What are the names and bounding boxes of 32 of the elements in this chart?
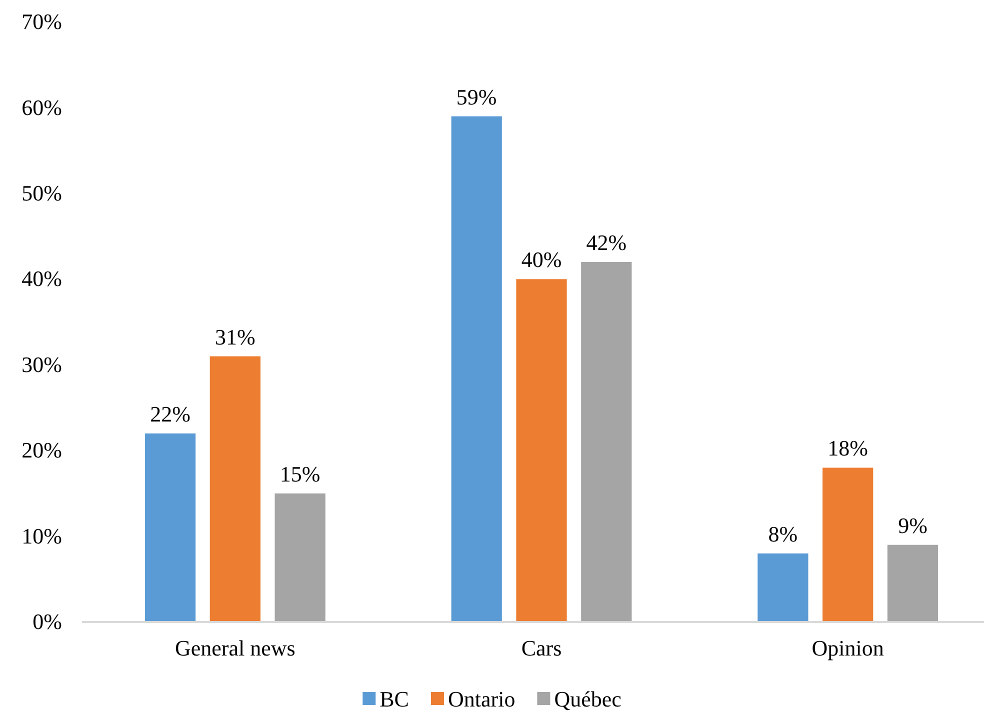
y-tick-label: 70% <box>22 9 62 34</box>
y-tick-label: 30% <box>22 352 62 377</box>
bar <box>451 116 502 622</box>
bar <box>758 553 808 622</box>
legend-label: Ontario <box>448 686 516 712</box>
data-label: 22% <box>150 401 190 426</box>
x-tick-label: Opinion <box>812 636 884 661</box>
y-tick-label: 50% <box>22 180 62 206</box>
data-label: 9% <box>898 512 928 538</box>
legend-label: Québec <box>554 686 622 712</box>
y-tick-label: 10% <box>22 523 62 548</box>
data-label: 59% <box>456 84 497 110</box>
x-tick-label: General news <box>174 636 296 661</box>
bar <box>210 356 260 622</box>
y-tick-label: 40% <box>22 266 62 292</box>
bar <box>274 493 326 622</box>
y-tick-label: 60% <box>22 94 62 120</box>
legend-label: BC <box>380 686 409 712</box>
bar <box>516 279 567 622</box>
bar <box>822 468 874 622</box>
y-tick-label: 20% <box>22 438 62 463</box>
y-tick-label: 0% <box>32 609 62 634</box>
x-tick-label: Cars <box>521 636 562 661</box>
data-label: 42% <box>586 230 627 255</box>
data-label: 31% <box>215 324 256 350</box>
data-label: 18% <box>828 436 868 461</box>
data-label: 15% <box>280 461 320 486</box>
bar <box>144 433 196 622</box>
bar <box>887 544 938 622</box>
data-label: 40% <box>521 247 562 272</box>
data-label: 8% <box>768 521 798 546</box>
bar <box>581 262 632 622</box>
